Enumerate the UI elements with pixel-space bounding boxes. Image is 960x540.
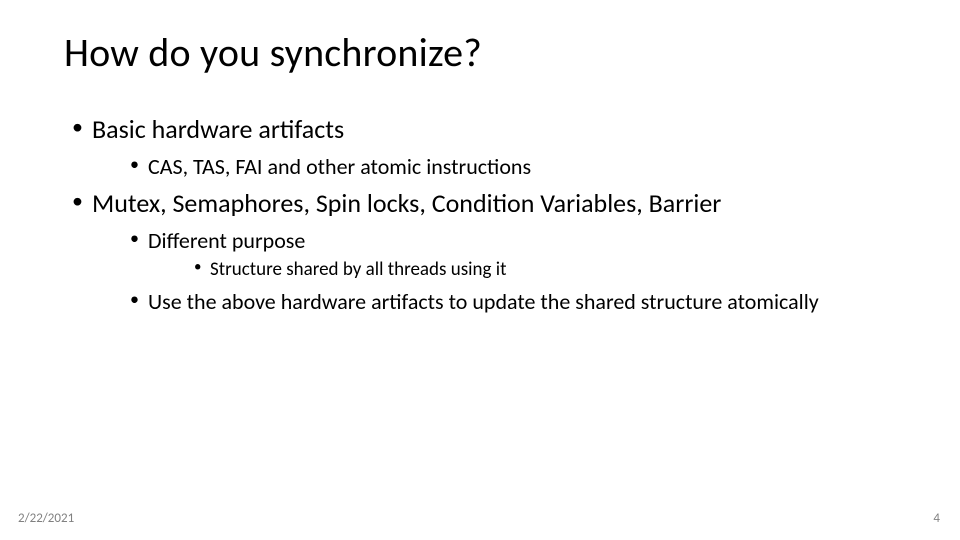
slide: How do you synchronize? Basic hardware a… [0, 0, 960, 540]
footer-page-number: 4 [933, 511, 940, 526]
slide-title: How do you synchronize? [64, 28, 896, 77]
bullet-lvl2: Use the above hardware artifacts to upda… [122, 288, 896, 317]
bullet-text: Different purpose [148, 227, 305, 254]
bullet-text: CAS, TAS, FAI and other atomic instructi… [148, 153, 531, 180]
bullet-lvl1: Basic hardware artifacts CAS, TAS, FAI a… [64, 113, 896, 181]
bullet-list: Basic hardware artifacts CAS, TAS, FAI a… [64, 113, 896, 317]
bullet-lvl2: CAS, TAS, FAI and other atomic instructi… [122, 153, 896, 182]
bullet-lvl1: Mutex, Semaphores, Spin locks, Condition… [64, 187, 896, 317]
bullet-text: Structure shared by all threads using it [210, 258, 506, 281]
footer-date: 2/22/2021 [18, 511, 74, 526]
bullet-text: Basic hardware artifacts [92, 113, 344, 145]
bullet-lvl2: Different purpose Structure shared by al… [122, 227, 896, 282]
bullet-sublist: Different purpose Structure shared by al… [122, 227, 896, 317]
bullet-text: Use the above hardware artifacts to upda… [148, 288, 819, 315]
bullet-lvl3: Structure shared by all threads using it [184, 258, 896, 283]
bullet-sublist: CAS, TAS, FAI and other atomic instructi… [122, 153, 896, 182]
bullet-subsublist: Structure shared by all threads using it [184, 258, 896, 283]
bullet-text: Mutex, Semaphores, Spin locks, Condition… [92, 187, 721, 219]
